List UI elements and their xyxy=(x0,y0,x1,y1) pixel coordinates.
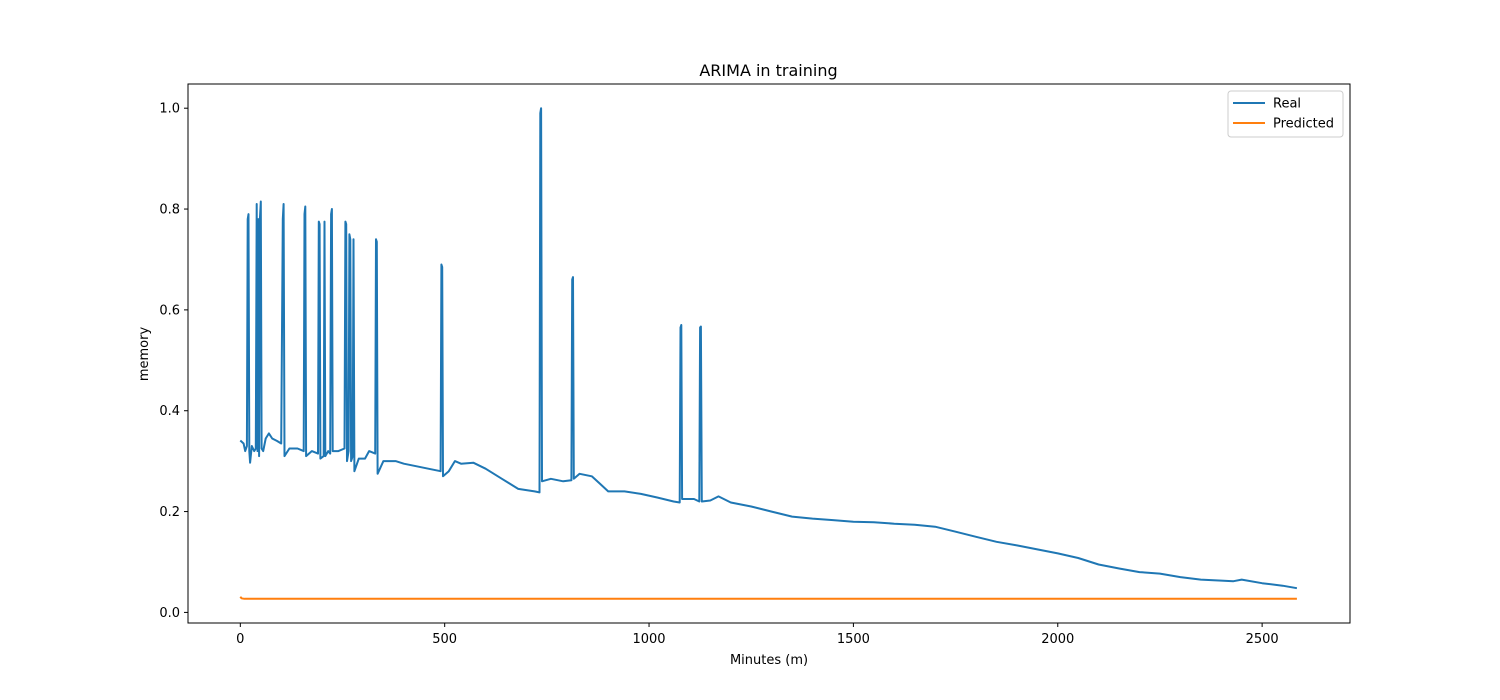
legend-label-predicted: Predicted xyxy=(1273,117,1334,132)
legend-label-real: Real xyxy=(1273,97,1301,112)
y-tick-label: 1.0 xyxy=(159,102,180,117)
x-tick-label: 500 xyxy=(432,632,457,647)
legend: Real Predicted xyxy=(1227,90,1344,138)
y-tick-label: 0.0 xyxy=(159,606,180,621)
series-line-real xyxy=(239,107,1298,590)
plot-frame xyxy=(187,83,1351,624)
y-tick-label: 0.4 xyxy=(159,404,180,419)
x-tick-label: 2000 xyxy=(1041,632,1074,647)
y-axis-label: memory xyxy=(137,327,152,382)
series-line-predicted xyxy=(239,596,1297,600)
y-axis: 0.0 0.2 0.4 0.6 0.8 1.0 xyxy=(159,102,188,621)
x-tick-label: 0 xyxy=(236,632,244,647)
chart-title: ARIMA in training xyxy=(699,61,837,80)
x-axis-label: Minutes (m) xyxy=(730,653,808,668)
y-tick-label: 0.6 xyxy=(159,303,180,318)
x-tick-label: 1000 xyxy=(632,632,665,647)
y-tick-label: 0.2 xyxy=(159,505,180,520)
y-tick-label: 0.8 xyxy=(159,203,180,218)
series-layer xyxy=(239,107,1298,600)
x-axis: 0 500 1000 1500 2000 2500 xyxy=(236,623,1279,647)
x-tick-label: 2500 xyxy=(1246,632,1279,647)
x-tick-label: 1500 xyxy=(837,632,870,647)
